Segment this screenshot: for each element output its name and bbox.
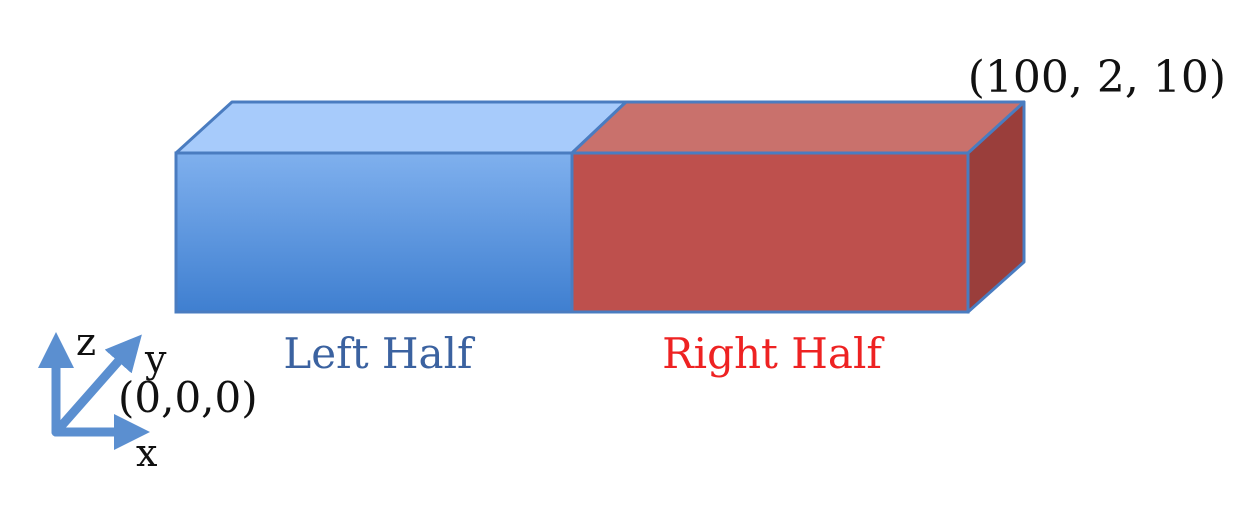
- far-corner-coordinate-label: (100, 2, 10): [968, 52, 1226, 103]
- y-axis-arrow: [51, 334, 142, 437]
- left-half-front-face: [174, 151, 574, 314]
- origin-coordinate-label: (0,0,0): [118, 373, 258, 422]
- right-half-label: Right Half: [662, 329, 885, 378]
- z-axis-label: z: [76, 320, 96, 364]
- axis-indicator: z y x: [38, 320, 167, 475]
- x-axis-label: x: [136, 431, 157, 475]
- right-half-top-face: [570, 100, 1026, 155]
- left-half-top-face: [174, 100, 628, 155]
- left-half-label: Left Half: [283, 329, 476, 378]
- y-axis-label: y: [144, 337, 167, 381]
- right-half-front-face: [570, 151, 970, 314]
